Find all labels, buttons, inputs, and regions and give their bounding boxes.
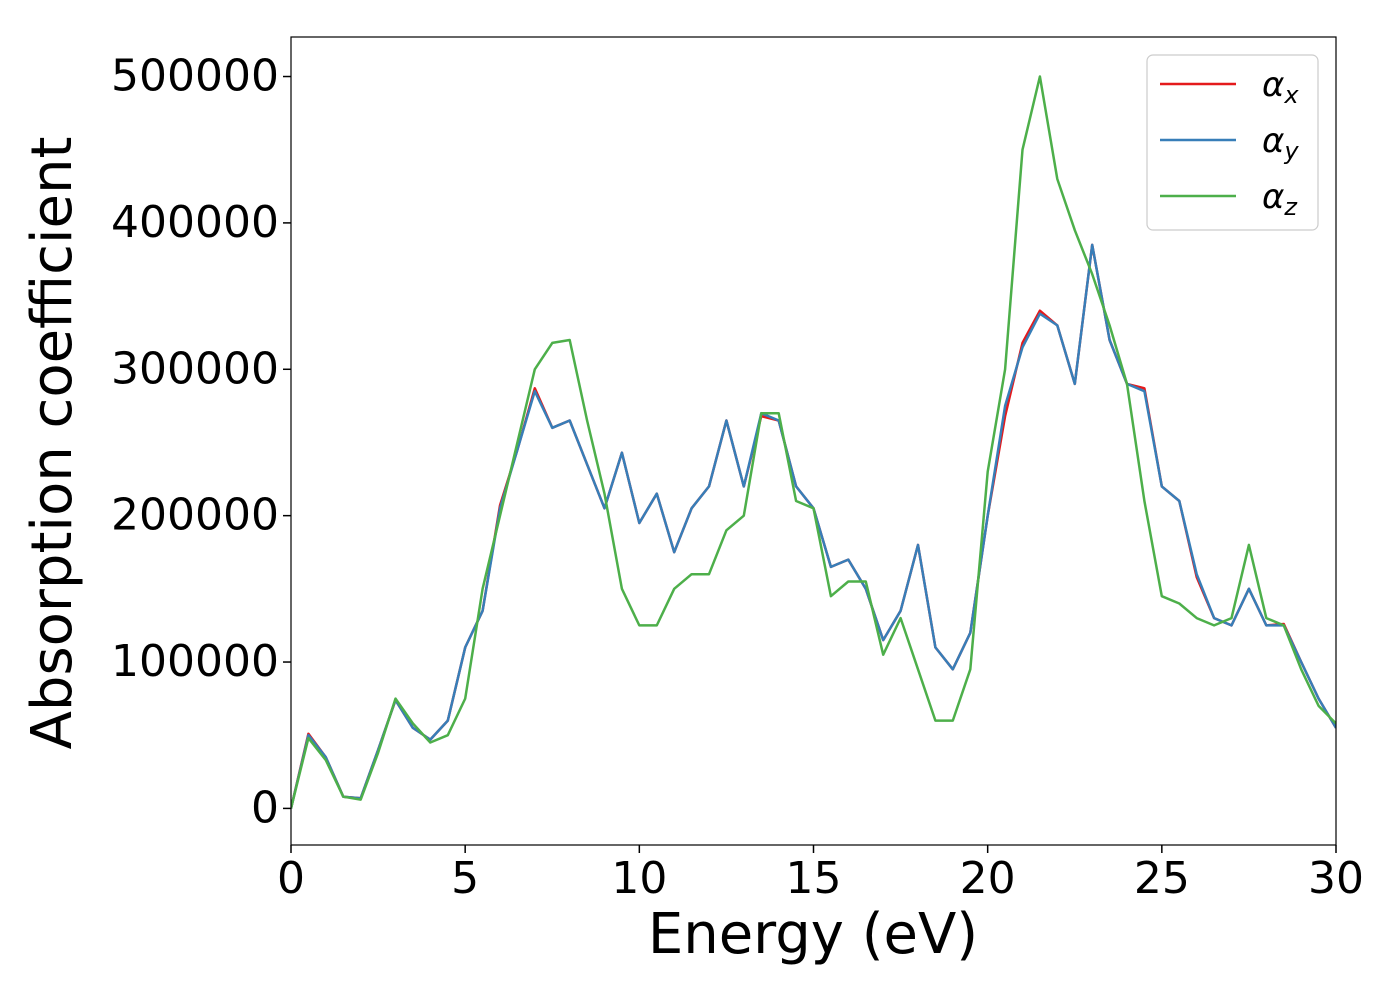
y-tick-label: 500000 bbox=[111, 51, 279, 102]
x-tick-label: 30 bbox=[1308, 853, 1364, 904]
legend: αx αy αz bbox=[1146, 54, 1319, 231]
x-tick-label: 25 bbox=[1134, 853, 1190, 904]
x-axis-label: Energy (eV) bbox=[648, 902, 978, 967]
plot-lines bbox=[291, 75, 1336, 809]
y-axis-label: Absorption coefficient bbox=[20, 137, 85, 750]
x-tick-label: 20 bbox=[960, 853, 1016, 904]
y-tick-label: 400000 bbox=[111, 197, 279, 248]
plot-frame bbox=[290, 36, 1337, 846]
series-line bbox=[291, 75, 1336, 809]
y-tick-label: 300000 bbox=[111, 343, 279, 394]
x-tick-label: 0 bbox=[277, 853, 305, 904]
series-line bbox=[291, 243, 1336, 809]
x-tick-label: 5 bbox=[451, 853, 479, 904]
series-line bbox=[291, 243, 1336, 809]
y-tick-label: 100000 bbox=[111, 636, 279, 687]
y-tick-label: 200000 bbox=[111, 490, 279, 541]
legend-label: αy bbox=[1262, 121, 1299, 166]
legend-label: αz bbox=[1262, 177, 1298, 222]
legend-box bbox=[1146, 54, 1319, 231]
x-tick-label: 15 bbox=[786, 853, 842, 904]
legend-label: αx bbox=[1262, 65, 1299, 110]
x-tick-label: 10 bbox=[611, 853, 667, 904]
y-tick-label: 0 bbox=[251, 782, 279, 833]
